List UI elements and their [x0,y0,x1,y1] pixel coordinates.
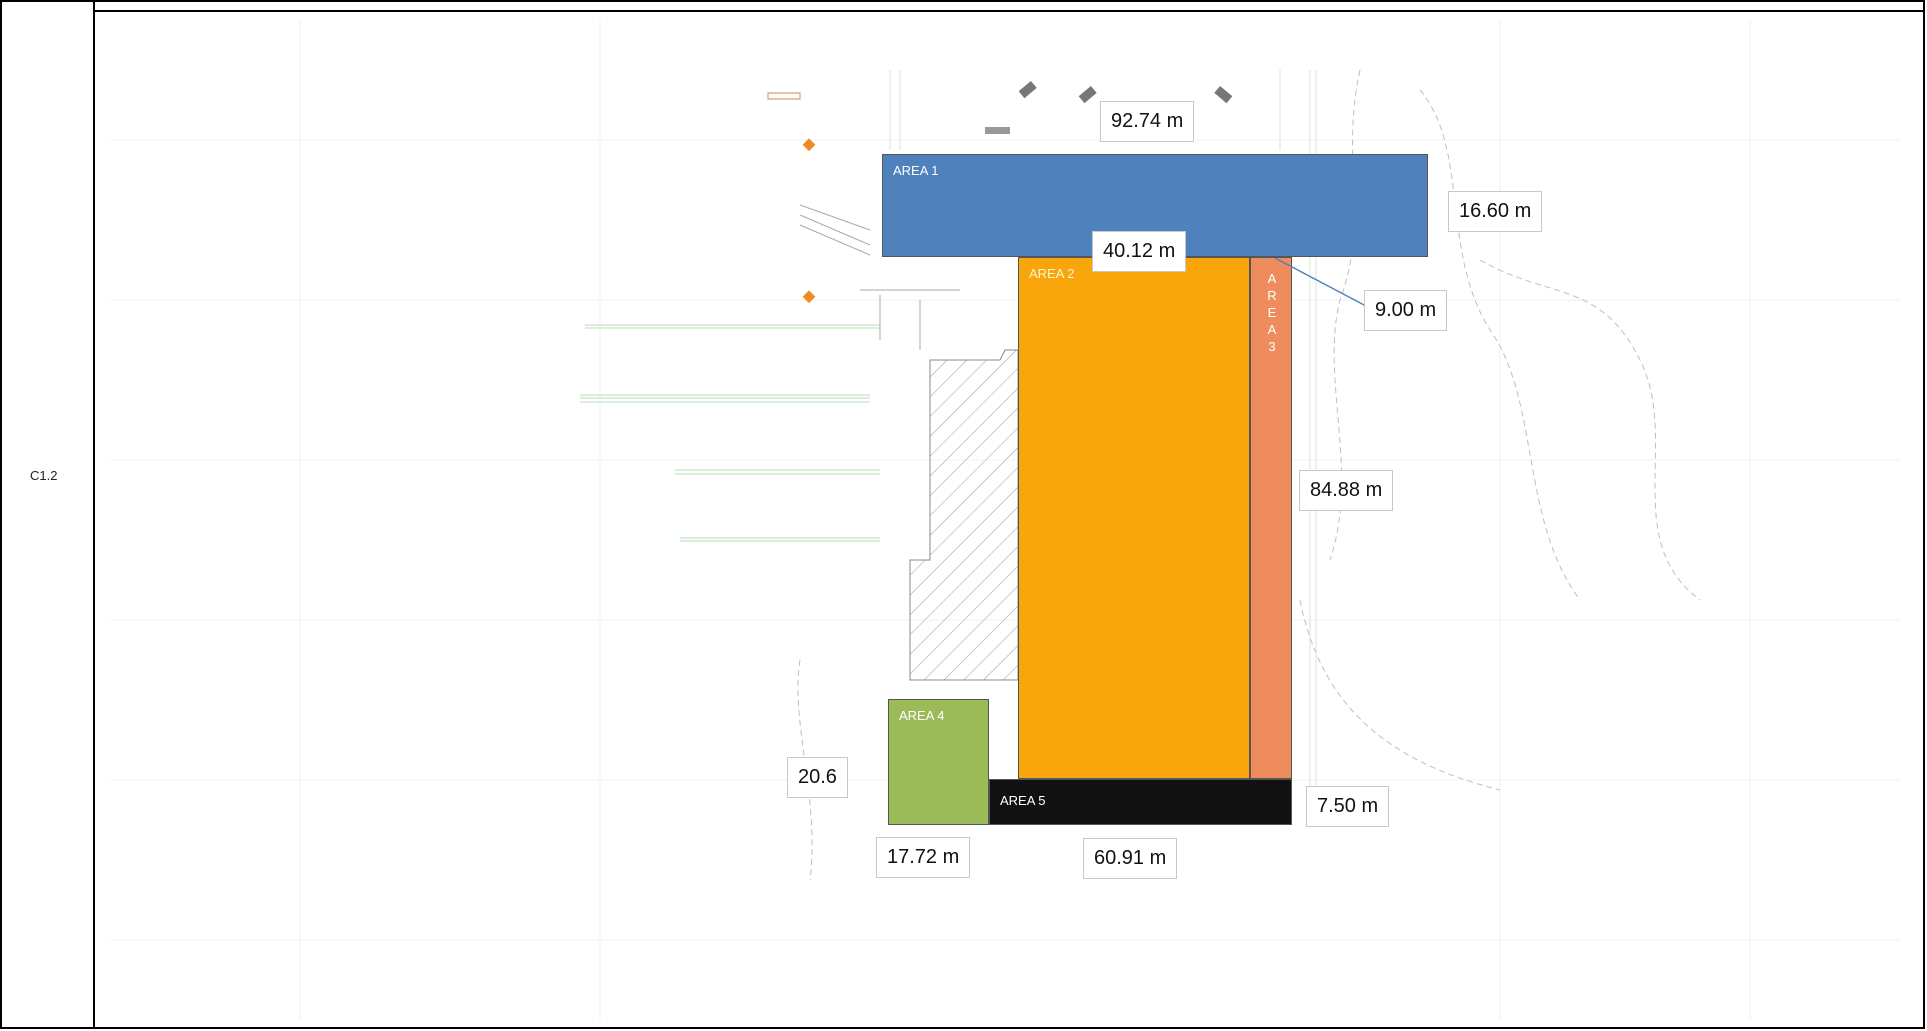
dimension-area1-width: 16.60 m [1448,191,1543,232]
dimension-area5-length: 60.91 m [1083,838,1178,879]
area-2-label: AREA 2 [1029,266,1075,281]
area-5-label: AREA 5 [1000,793,1046,808]
dimension-area4-width: 17.72 m [876,837,971,878]
dimension-area5-height: 7.50 m [1306,786,1390,827]
row-label: C1.2 [30,468,58,483]
area-3-label: A R E A 3 [1267,271,1277,354]
dimension-right-length: 84.88 m [1299,470,1394,511]
area-3: A R E A 3 [1250,257,1292,779]
area-4: AREA 4 [888,699,989,825]
area-5: AREA 5 [989,779,1292,825]
top-rule [93,10,1925,12]
left-column [0,0,95,1027]
area-4-label: AREA 4 [899,708,945,723]
area-1-label: AREA 1 [893,163,939,178]
dimension-area2-width: 40.12 m [1092,231,1187,272]
dimension-area3-width: 9.00 m [1364,290,1448,331]
area-2: AREA 2 [1018,257,1250,779]
dimension-top-length: 92.74 m [1100,101,1195,142]
dimension-area4-height: 20.6 [787,757,848,798]
